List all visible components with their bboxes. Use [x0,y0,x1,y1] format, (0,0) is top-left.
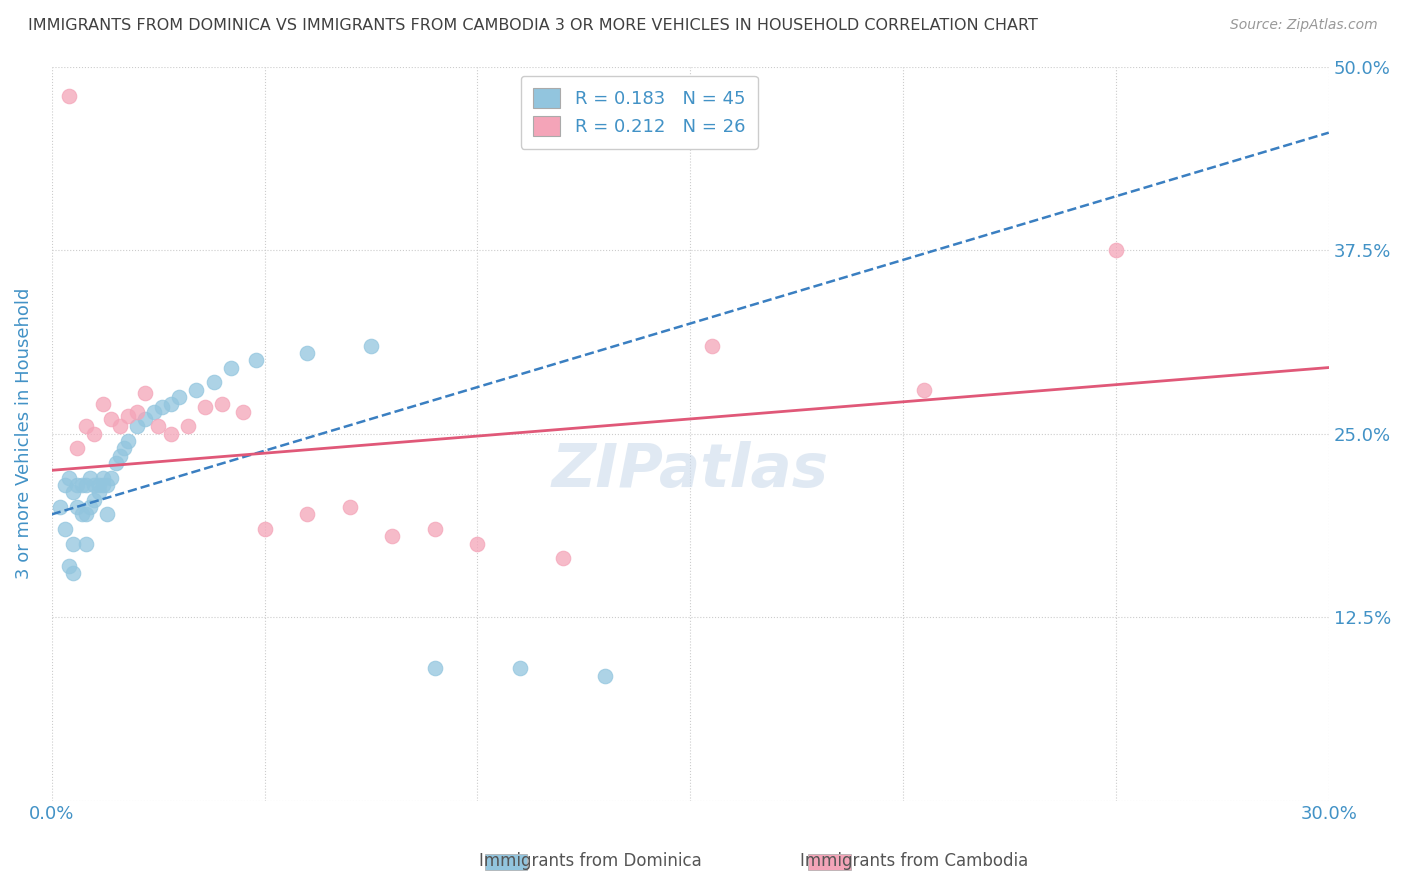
Point [509,661,531,675]
Point [62,537,84,551]
Point [79,500,101,514]
Point [295,346,318,360]
Point [83,478,105,492]
Point [58,558,80,573]
Point [912,383,935,397]
Point [194,400,217,414]
Point [232,404,254,418]
Point [75,508,97,522]
Point [91,397,114,411]
Point [91,470,114,484]
Point [83,492,105,507]
Point [108,449,131,463]
Point [593,669,616,683]
Point [66,478,89,492]
Point [100,470,122,484]
Y-axis label: 3 or more Vehicles in Household: 3 or more Vehicles in Household [15,288,32,579]
Point [75,478,97,492]
Point [117,409,139,423]
Point [58,89,80,103]
Point [70,478,93,492]
Point [467,537,489,551]
Point [91,478,114,492]
Point [49,500,72,514]
Point [134,385,156,400]
Text: Immigrants from Dominica: Immigrants from Dominica [479,852,702,870]
Point [62,485,84,500]
Point [423,522,446,536]
Point [75,419,97,434]
Legend: R = 0.183   N = 45, R = 0.212   N = 26: R = 0.183 N = 45, R = 0.212 N = 26 [520,76,758,149]
Point [169,390,191,404]
Point [211,397,233,411]
Point [177,419,200,434]
Point [152,400,174,414]
Point [134,412,156,426]
Point [96,478,118,492]
Point [66,442,89,456]
Point [253,522,276,536]
Point [87,485,110,500]
Text: Source: ZipAtlas.com: Source: ZipAtlas.com [1230,18,1378,32]
Point [96,508,118,522]
Point [108,419,131,434]
Point [75,537,97,551]
Point [142,404,165,418]
Point [360,338,382,352]
Point [295,508,318,522]
Text: ZIPatlas: ZIPatlas [551,441,828,500]
Point [160,426,183,441]
Point [202,376,225,390]
Point [423,661,446,675]
Point [1105,243,1128,257]
Point [53,478,76,492]
Point [146,419,169,434]
Point [700,338,723,352]
Point [79,470,101,484]
Point [381,529,404,543]
Point [245,353,267,368]
Point [62,566,84,580]
Point [160,397,183,411]
Text: IMMIGRANTS FROM DOMINICA VS IMMIGRANTS FROM CAMBODIA 3 OR MORE VEHICLES IN HOUSE: IMMIGRANTS FROM DOMINICA VS IMMIGRANTS F… [28,18,1038,33]
Point [66,500,89,514]
Point [87,478,110,492]
Point [551,551,574,566]
Point [339,500,361,514]
Point [186,383,208,397]
Point [53,522,76,536]
Point [112,442,135,456]
Point [104,456,127,470]
Point [58,470,80,484]
Point [117,434,139,448]
Point [125,404,148,418]
Point [100,412,122,426]
Point [83,426,105,441]
Point [70,508,93,522]
Point [219,360,242,375]
Text: Immigrants from Cambodia: Immigrants from Cambodia [800,852,1028,870]
Point [125,419,148,434]
